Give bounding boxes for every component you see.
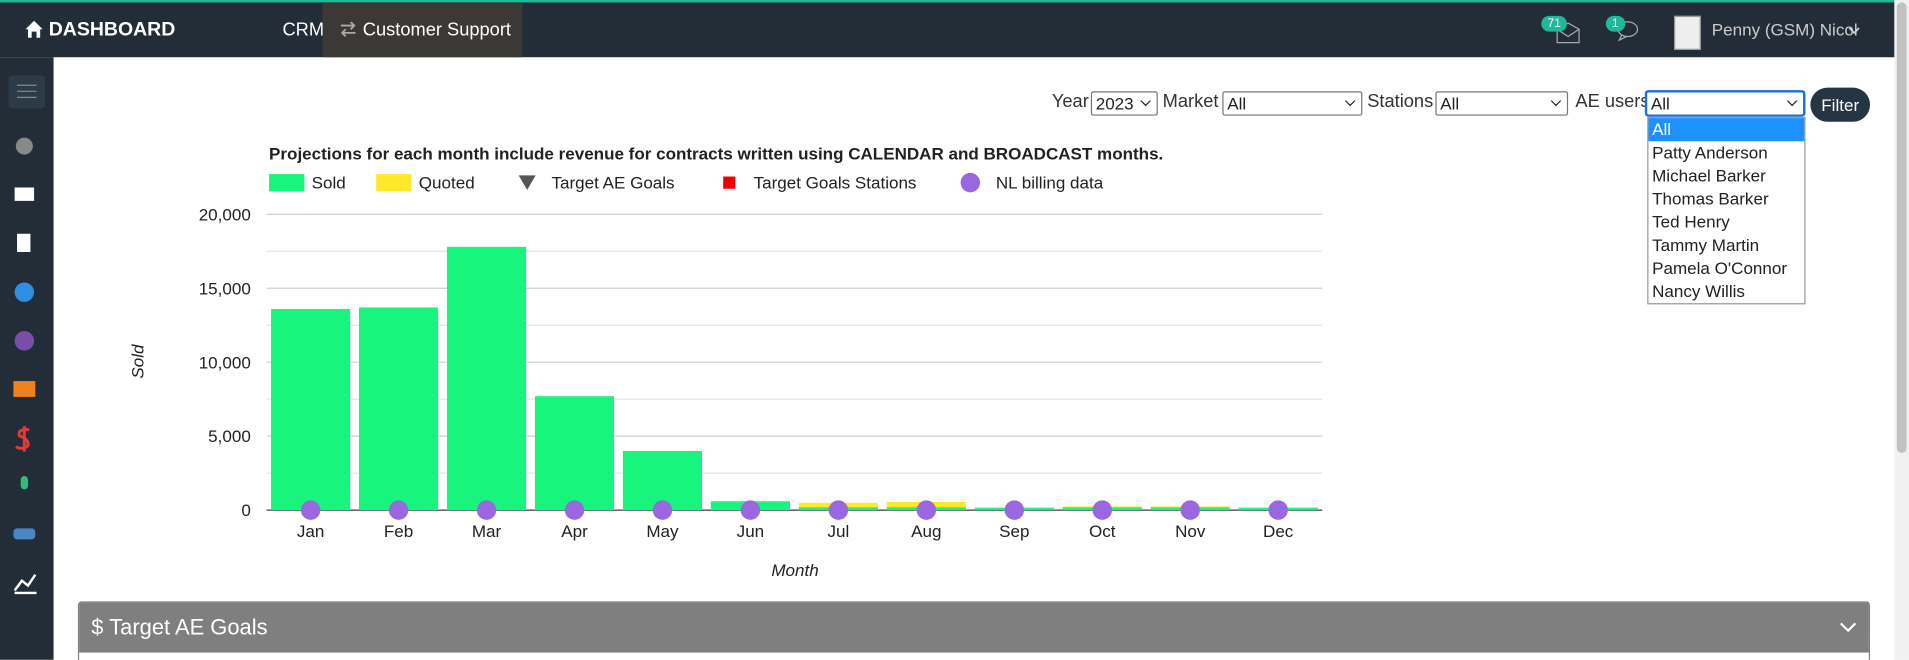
x-tick-label: Jul (827, 522, 849, 541)
stations-select[interactable]: All (1435, 91, 1569, 116)
chevron[interactable] (1840, 621, 1857, 633)
panel-header[interactable]: $ Target AE Goals (79, 602, 1869, 653)
filter-label: AE users (1575, 91, 1650, 113)
marker (828, 500, 849, 520)
marker (1268, 500, 1288, 520)
filter-button[interactable]: Filter (1810, 87, 1871, 122)
dropdown-option[interactable]: Michael Barker (1652, 165, 1766, 186)
dropdown-option[interactable]: Tammy Martin (1652, 234, 1760, 255)
y-tick-label: 10,000 (199, 353, 251, 372)
menu-btn[interactable] (8, 75, 46, 109)
marker (476, 500, 497, 520)
market-select[interactable]: All (1222, 91, 1363, 116)
sidebar (0, 57, 54, 660)
year-select[interactable]: 2023 (1090, 91, 1158, 116)
sidebar-icons (8, 75, 46, 595)
marker (916, 500, 937, 520)
dropdown-option[interactable]: Thomas Barker (1652, 188, 1769, 209)
legend-label: Quoted (419, 174, 475, 193)
x-tick-label: Sep (999, 522, 1029, 541)
legend-swatch (723, 176, 736, 189)
icon[interactable] (17, 233, 31, 253)
legend-label: Target AE Goals (552, 174, 675, 193)
y-tick-label: 5,000 (208, 427, 251, 446)
legend-swatch (269, 174, 305, 192)
icon[interactable] (15, 426, 30, 452)
home-icon (25, 20, 43, 38)
y-tick-label: 15,000 (199, 279, 251, 298)
badge: 1 (1605, 15, 1625, 32)
y-axis-label: Sold (129, 344, 148, 379)
legend-swatch (376, 174, 412, 192)
bar (622, 450, 703, 511)
icon[interactable] (15, 137, 33, 155)
filter-label: Market (1162, 91, 1219, 113)
bar (271, 308, 351, 511)
legend-label: NL billing data (996, 174, 1104, 193)
swap-icon (340, 21, 356, 37)
bar (446, 246, 527, 511)
marker (388, 500, 409, 520)
filter-label: Year (1051, 91, 1089, 113)
filter-label: Stations (1367, 91, 1434, 113)
y-tick-label: 0 (241, 501, 250, 520)
active-tab[interactable]: Customer Support (322, 2, 523, 58)
legend-label: Target Goals Stations (754, 174, 917, 193)
badge: 71 (1541, 15, 1568, 32)
marker (1092, 500, 1113, 520)
x-tick-label: Feb (384, 522, 413, 541)
menu-icon (17, 84, 37, 99)
marker (1004, 500, 1025, 520)
x-tick-label: May (646, 522, 679, 541)
x-tick-label: Nov (1175, 522, 1206, 541)
marker (740, 500, 761, 520)
legend-swatch (960, 172, 981, 193)
user-name[interactable]: Penny (GSM) Nicol (1711, 19, 1858, 39)
legend-label: Sold (312, 174, 346, 193)
avatar[interactable] (1674, 15, 1701, 50)
marker (1180, 500, 1200, 520)
x-tick-label: Oct (1089, 522, 1116, 541)
icon[interactable] (13, 528, 36, 540)
y-tick-label: 20,000 (199, 205, 251, 224)
x-axis-label: Month (771, 561, 818, 580)
marker (652, 500, 673, 520)
ae-select[interactable]: All (1646, 91, 1805, 116)
top-bar: DASHBOARD CRM Customer Support 71 1 Penn… (0, 0, 1895, 58)
chart: Projections for each month include reven… (129, 144, 1323, 580)
nav-link[interactable]: Customer Support (362, 19, 512, 41)
icon[interactable] (13, 381, 36, 397)
scroll-thumb[interactable] (1896, 2, 1907, 453)
x-tick-label: Jun (737, 522, 764, 541)
ae-dropdown: All Patty Anderson Michael Barker Thomas Ba… (1647, 116, 1806, 305)
icon[interactable] (13, 573, 37, 595)
icon[interactable] (20, 476, 29, 490)
nav-link[interactable]: CRM (282, 19, 325, 41)
marker (564, 500, 585, 520)
dropdown-option[interactable]: Ted Henry (1652, 211, 1730, 232)
dropdown-option[interactable]: Nancy Willis (1652, 281, 1745, 301)
panel: $ Target AE Goals (77, 601, 1871, 660)
icon[interactable] (14, 282, 35, 302)
x-tick-label: Dec (1263, 522, 1294, 541)
x-tick-label: Jan (297, 522, 324, 541)
chevron[interactable] (1848, 27, 1860, 37)
chart-title: Projections for each month include reven… (269, 144, 1163, 163)
marker (300, 500, 321, 520)
x-tick-label: Aug (911, 522, 941, 541)
bar (534, 396, 615, 511)
dropdown-option[interactable]: Patty Anderson (1652, 142, 1768, 162)
legend-swatch (518, 175, 536, 190)
icon[interactable] (14, 187, 35, 201)
x-tick-label: Apr (561, 522, 588, 541)
icon[interactable] (14, 331, 35, 351)
x-tick-label: Mar (472, 522, 502, 541)
dropdown-option[interactable]: Pamela O'Connor (1652, 258, 1788, 278)
bar (359, 307, 439, 511)
dropdown-option[interactable]: All (1648, 118, 1805, 142)
brand[interactable]: DASHBOARD (48, 19, 176, 41)
